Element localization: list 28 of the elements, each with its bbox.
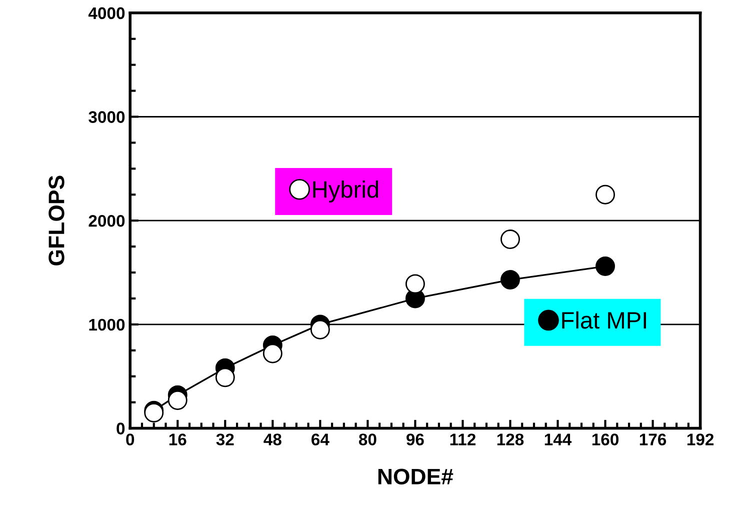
x-tick-label: 160 <box>592 434 618 446</box>
x-tick-label: 64 <box>312 434 330 446</box>
y-tick-label: 0 <box>116 422 125 434</box>
x-tick-label: 0 <box>126 434 134 446</box>
legend-label: Flat MPI <box>562 311 646 329</box>
x-tick-label: 128 <box>497 434 524 446</box>
x-tick-label: 112 <box>450 434 476 446</box>
y-tick-label: 2000 <box>88 214 125 227</box>
x-tick-label: 48 <box>264 434 282 446</box>
x-tick-label: 16 <box>169 434 186 446</box>
point <box>168 390 188 410</box>
point <box>262 344 282 364</box>
point <box>215 368 235 388</box>
y-tick-label: 4000 <box>88 7 125 20</box>
y-tick-label: 1000 <box>89 318 125 331</box>
x-tick-label: 32 <box>216 434 234 446</box>
y-tick-label: 3000 <box>88 111 125 123</box>
x-tick-label: 96 <box>406 434 424 446</box>
y-axis-title: GFLOPS <box>48 176 64 266</box>
point <box>310 320 330 340</box>
legend-label: Hybrid <box>313 180 378 203</box>
x-tick-label: 144 <box>544 434 572 446</box>
x-tick-label: 192 <box>687 434 714 446</box>
point <box>500 270 520 290</box>
x-tick-label: 176 <box>640 434 666 446</box>
point <box>596 256 615 276</box>
x-tick-label: 80 <box>358 434 376 446</box>
x-axis-title: NODE# <box>378 468 454 484</box>
